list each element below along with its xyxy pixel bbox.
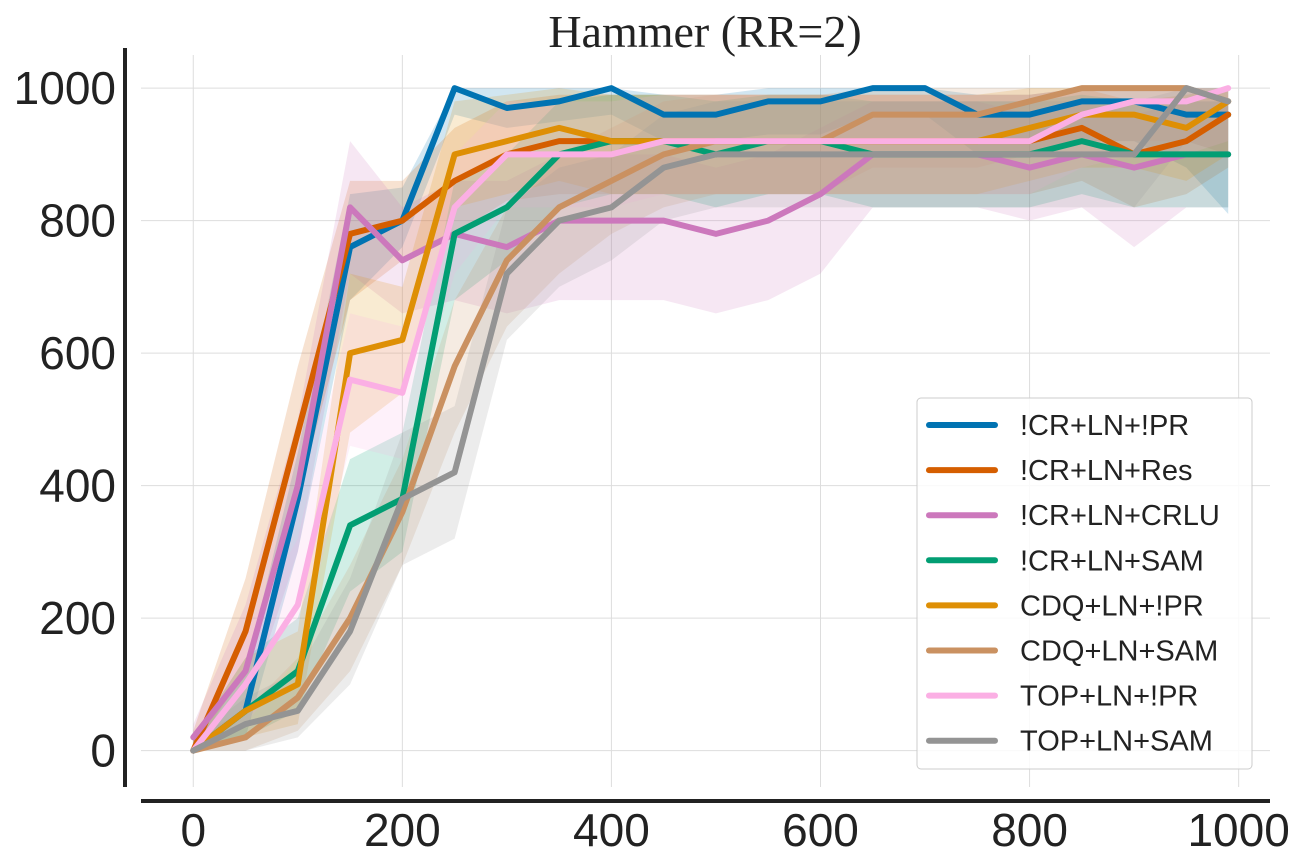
legend-label: !CR+LN+CRLU: [1020, 500, 1220, 532]
x-tick-label: 0: [180, 804, 206, 856]
legend-label: !CR+LN+Res: [1020, 455, 1192, 487]
x-tick-label: 600: [782, 804, 859, 856]
legend-label: TOP+LN+SAM: [1020, 726, 1213, 758]
y-tick-label: 600: [39, 327, 116, 379]
series-line-0: [190, 85, 1232, 754]
series-line-6: [190, 85, 1232, 754]
legend-label: CDQ+LN+SAM: [1020, 636, 1218, 668]
chart-title: Hammer (RR=2): [548, 6, 861, 57]
legend-box: [916, 397, 1253, 770]
series-lines: [190, 85, 1232, 754]
x-tick-label: 800: [991, 804, 1068, 856]
y-tick-label: 0: [90, 725, 116, 777]
band-2: [193, 101, 1229, 751]
series-line-2: [190, 151, 1232, 741]
y-tick-label: 800: [39, 195, 116, 247]
y-tick-labels: 0 200 400 600 800 1000: [14, 62, 116, 776]
legend-label: !CR+LN+!PR: [1020, 410, 1189, 442]
x-tick-label: 200: [364, 804, 441, 856]
series-line-7: [190, 85, 1232, 754]
y-tick-label: 400: [39, 460, 116, 512]
legend-label: TOP+LN+!PR: [1020, 681, 1198, 713]
x-tick-label: 400: [573, 804, 650, 856]
y-tick-label: 200: [39, 592, 116, 644]
legend-label: !CR+LN+SAM: [1020, 545, 1204, 577]
legend-label: CDQ+LN+!PR: [1020, 590, 1204, 622]
legend: !CR+LN+!PR !CR+LN+Res !CR+LN+CRLU !CR+LN+SA…: [916, 397, 1253, 770]
x-tick-labels: 0 200 400 600 800 1000: [180, 804, 1289, 856]
y-tick-label: 1000: [14, 62, 116, 114]
x-tick-label: 1000: [1187, 804, 1289, 856]
